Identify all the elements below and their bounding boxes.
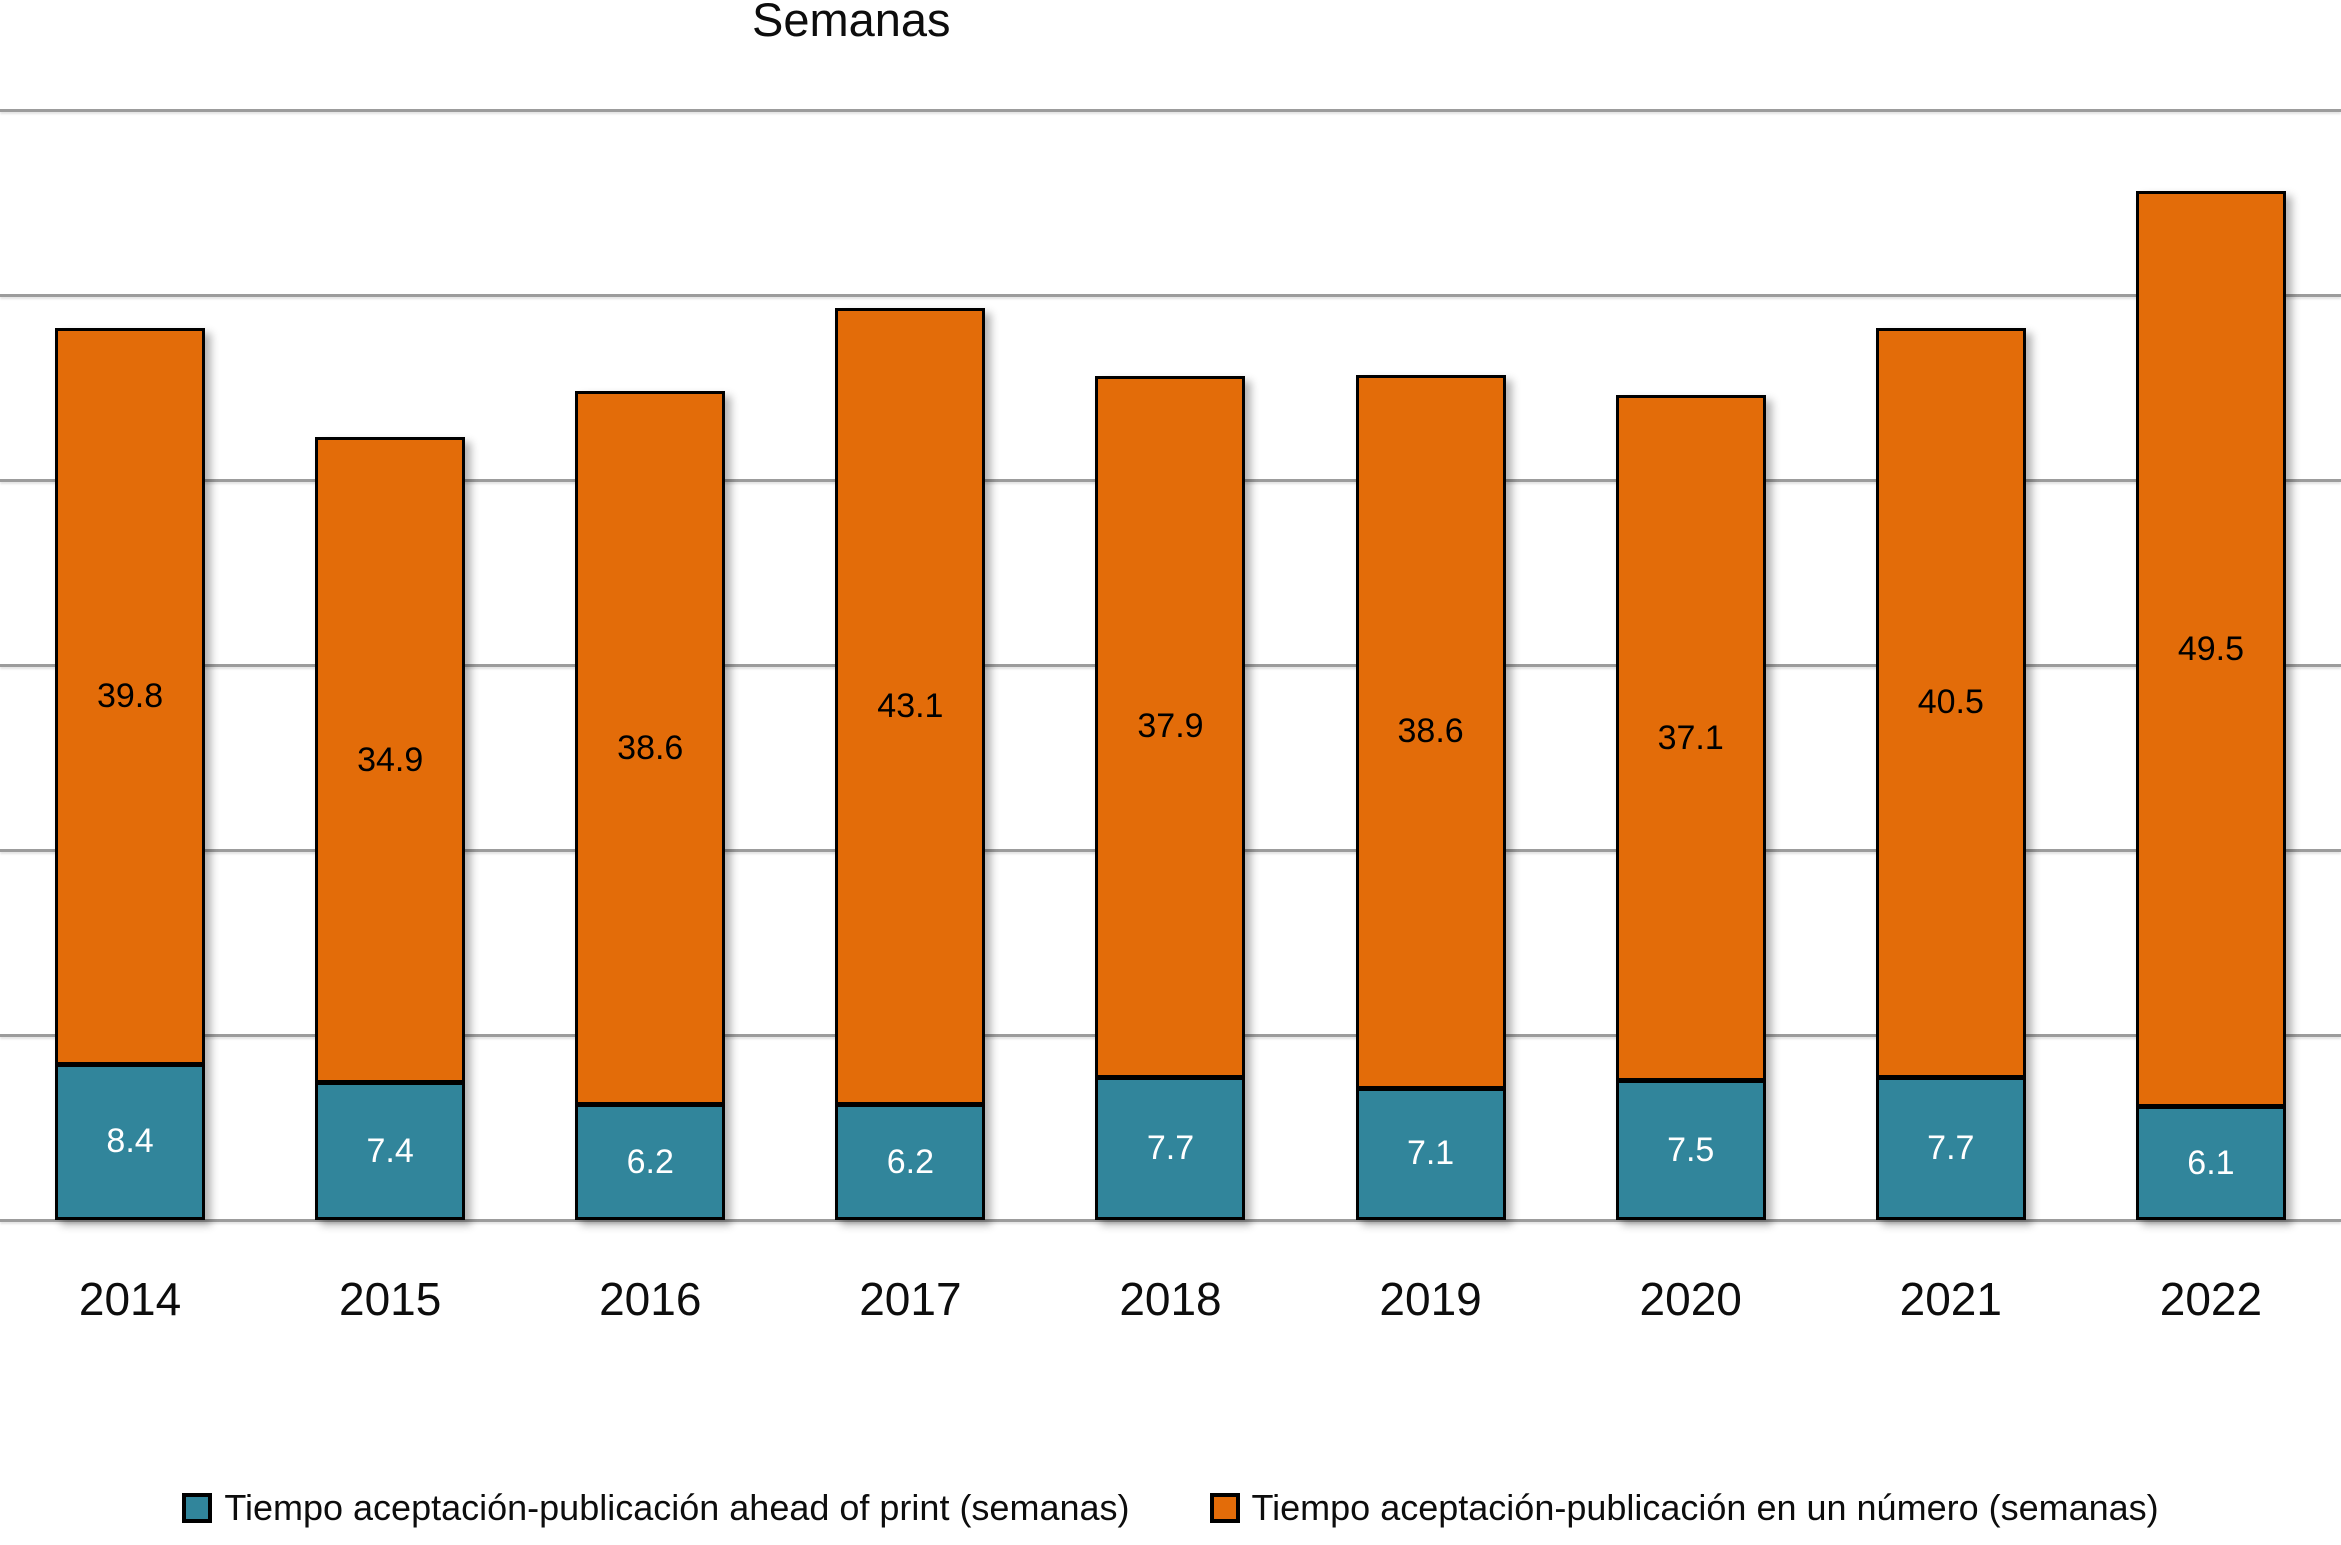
- bar-column-2021: 40.5 7.7: [1821, 110, 2081, 1220]
- stacked-bar-2014: 39.8 8.4: [55, 328, 206, 1220]
- bar-column-2016: 38.6 6.2: [520, 110, 780, 1220]
- x-axis: 2014 2015 2016 2017 2018 2019 2020 2021 2022: [0, 1272, 2341, 1342]
- gridline: [0, 1218, 2341, 1222]
- bar-value-label: 40.5: [1917, 683, 1984, 722]
- bar-value-label: 6.1: [2187, 1143, 2235, 1182]
- bar-segment-en-numero: 39.8: [55, 328, 206, 1065]
- bar-segment-ahead-of-print: 7.7: [1095, 1077, 1246, 1220]
- stacked-bar-2021: 40.5 7.7: [1875, 328, 2026, 1220]
- bar-column-2018: 37.9 7.7: [1040, 110, 1300, 1220]
- bar-value-label: 7.5: [1667, 1130, 1715, 1169]
- bar-column-2020: 37.1 7.5: [1561, 110, 1821, 1220]
- legend-label-en-numero: Tiempo aceptación-publicación en un núme…: [1251, 1487, 2159, 1528]
- stacked-bar-2022: 49.5 6.1: [2135, 191, 2286, 1220]
- bar-segment-ahead-of-print: 8.4: [55, 1064, 206, 1220]
- bar-segment-en-numero: 38.6: [575, 391, 726, 1106]
- x-axis-label-2019: 2019: [1379, 1273, 1482, 1325]
- x-axis-label-2015: 2015: [338, 1273, 442, 1325]
- bar-value-label: 43.1: [877, 687, 944, 726]
- bar-segment-ahead-of-print: 7.1: [1355, 1088, 1506, 1220]
- bar-value-label: 6.2: [626, 1142, 674, 1181]
- legend-swatch-orange-icon: [1209, 1493, 1240, 1523]
- gridline: [0, 293, 2341, 297]
- x-axis-label-2014: 2014: [78, 1273, 182, 1325]
- bar-value-label: 7.4: [366, 1131, 414, 1170]
- x-axis-label-2017: 2017: [859, 1273, 962, 1325]
- bar-column-2014: 39.8 8.4: [0, 110, 260, 1220]
- bar-segment-en-numero: 40.5: [1875, 328, 2026, 1078]
- bar-value-label: 8.4: [106, 1122, 154, 1161]
- stacked-bar-2020: 37.1 7.5: [1615, 394, 1766, 1220]
- bar-segment-ahead-of-print: 6.2: [575, 1105, 726, 1220]
- bar-value-label: 38.6: [1397, 712, 1464, 751]
- bar-column-2019: 38.6 7.1: [1301, 110, 1561, 1220]
- legend-item-ahead-of-print: Tiempo aceptación-publicación ahead of p…: [182, 1487, 1130, 1529]
- bar-column-2015: 34.9 7.4: [260, 110, 520, 1220]
- bar-segment-ahead-of-print: 7.7: [1875, 1077, 2026, 1220]
- bar-column-2022: 49.5 6.1: [2081, 110, 2341, 1220]
- bar-value-label: 37.1: [1657, 718, 1724, 757]
- chart-title: Semanas: [752, 0, 951, 46]
- x-axis-label-2020: 2020: [1639, 1273, 1742, 1325]
- x-axis-label-2021: 2021: [1899, 1273, 2002, 1325]
- bar-value-label: 34.9: [357, 740, 424, 779]
- bar-segment-en-numero: 49.5: [2135, 191, 2286, 1108]
- bar-segment-en-numero: 43.1: [835, 307, 986, 1106]
- x-axis-label-2018: 2018: [1119, 1273, 1222, 1325]
- stacked-bar-2017: 43.1 6.2: [835, 307, 986, 1220]
- bar-segment-en-numero: 37.9: [1095, 376, 1246, 1078]
- bar-segment-ahead-of-print: 7.4: [315, 1083, 466, 1220]
- bar-value-label: 37.9: [1137, 707, 1204, 746]
- x-axis-label-2016: 2016: [599, 1273, 702, 1325]
- x-axis-label-2022: 2022: [2159, 1273, 2263, 1325]
- bar-segment-ahead-of-print: 6.1: [2135, 1107, 2286, 1220]
- bar-segment-ahead-of-print: 6.2: [835, 1105, 986, 1220]
- bar-value-label: 7.7: [1146, 1128, 1195, 1167]
- bar-value-label: 7.1: [1406, 1134, 1455, 1173]
- stacked-bar-2019: 38.6 7.1: [1355, 374, 1506, 1220]
- stacked-bar-2018: 37.9 7.7: [1095, 376, 1246, 1220]
- bar-value-label: 39.8: [96, 676, 164, 715]
- bar-segment-ahead-of-print: 7.5: [1615, 1081, 1766, 1220]
- bar-segment-en-numero: 37.1: [1615, 394, 1766, 1082]
- stacked-bar-2016: 38.6 6.2: [575, 391, 726, 1220]
- bar-value-label: 7.7: [1927, 1128, 1975, 1167]
- bar-value-label: 49.5: [2177, 629, 2245, 668]
- bar-value-label: 38.6: [617, 728, 684, 767]
- stacked-bar-2015: 34.9 7.4: [315, 437, 466, 1220]
- legend-label-ahead-of-print: Tiempo aceptación-publicación ahead of p…: [224, 1487, 1130, 1528]
- legend: Tiempo aceptación-publicación ahead of p…: [0, 1487, 2341, 1529]
- gridline: [0, 108, 2341, 112]
- bar-segment-en-numero: 34.9: [315, 437, 466, 1084]
- plot-area: 39.8 8.4 34.9 7.4 38.6 6.2 43.1 6.2 37.9 7.7 38.6 7…: [0, 108, 2341, 1222]
- bar-segment-en-numero: 38.6: [1355, 374, 1506, 1089]
- legend-swatch-teal-icon: [182, 1493, 213, 1523]
- bar-value-label: 6.2: [886, 1142, 934, 1181]
- legend-item-en-numero: Tiempo aceptación-publicación en un núme…: [1209, 1487, 2159, 1529]
- bar-column-2017: 43.1 6.2: [780, 110, 1040, 1220]
